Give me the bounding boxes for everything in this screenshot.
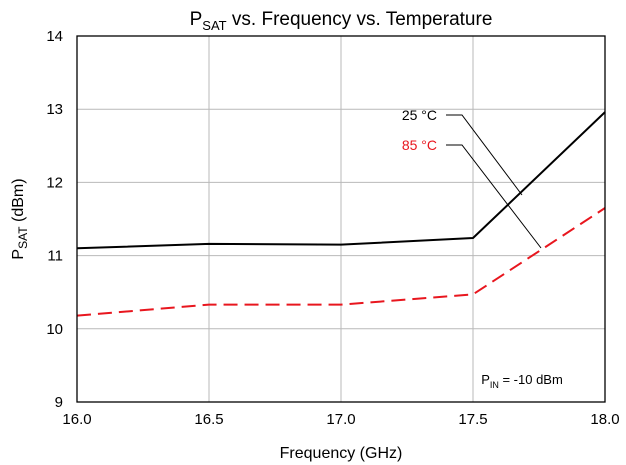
legend-label-0: 25 °C bbox=[402, 107, 437, 123]
pin-annotation: PIN = -10 dBm bbox=[481, 372, 563, 390]
y-tick-label: 11 bbox=[47, 248, 63, 265]
chart-title: PSAT vs. Frequency vs. Temperature bbox=[190, 9, 493, 33]
legend-label-1: 85 °C bbox=[402, 137, 437, 153]
series-line-1 bbox=[76, 207, 606, 317]
tick-labels: 16.0 16.5 17.0 17.5 18.0 9 10 11 12 13 14 bbox=[46, 28, 619, 428]
y-tick-label: 14 bbox=[46, 28, 63, 45]
series-line-0 bbox=[76, 111, 606, 250]
pin-annotation-subscript: IN bbox=[490, 380, 499, 390]
y-axis-label-subscript: SAT bbox=[16, 226, 30, 249]
pin-annotation-rest: = -10 dBm bbox=[499, 372, 563, 387]
y-axis-label-rest: (dBm) bbox=[10, 178, 27, 226]
x-axis-label: Frequency (GHz) bbox=[280, 445, 403, 462]
x-tick-label: 17.5 bbox=[458, 411, 487, 428]
x-tick-label: 17.0 bbox=[326, 411, 355, 428]
x-tick-label: 16.0 bbox=[62, 411, 91, 428]
y-axis-label: PSAT (dBm) bbox=[10, 178, 30, 259]
legend-leader-line-1 bbox=[446, 144, 542, 249]
legend: 25 °C 85 °C bbox=[402, 107, 542, 249]
chart-title-rest: vs. Frequency vs. Temperature bbox=[227, 9, 493, 30]
plot-frame bbox=[76, 35, 606, 403]
y-axis-label-main: P bbox=[10, 249, 27, 260]
y-tick-label: 10 bbox=[46, 321, 63, 338]
series-lines bbox=[76, 111, 606, 317]
y-tick-label: 9 bbox=[55, 394, 63, 411]
pin-annotation-main: P bbox=[481, 372, 490, 387]
chart-title-main: P bbox=[190, 9, 203, 30]
y-tick-label: 12 bbox=[46, 174, 63, 191]
legend-leader-line-0 bbox=[446, 114, 523, 196]
grid-lines bbox=[76, 35, 606, 403]
x-tick-label: 18.0 bbox=[590, 411, 619, 428]
chart-title-subscript: SAT bbox=[202, 18, 226, 33]
x-tick-label: 16.5 bbox=[194, 411, 223, 428]
y-tick-label: 13 bbox=[46, 101, 63, 118]
